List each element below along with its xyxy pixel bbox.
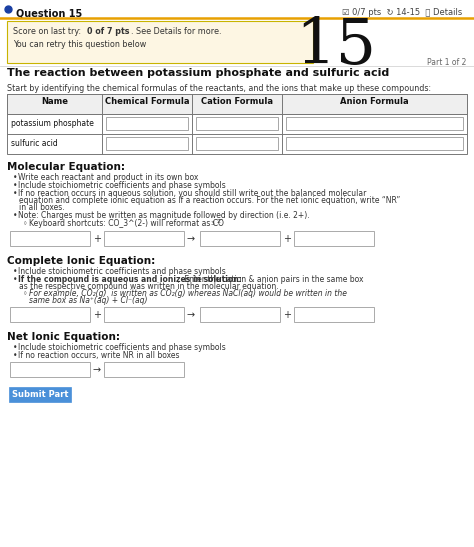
FancyBboxPatch shape: [286, 117, 463, 130]
Text: Chemical Formula: Chemical Formula: [105, 97, 189, 106]
Text: The reaction between potassium phosphate and sulfuric acid: The reaction between potassium phosphate…: [7, 68, 389, 78]
FancyBboxPatch shape: [106, 137, 188, 150]
Text: •: •: [13, 267, 18, 276]
Text: •: •: [13, 351, 18, 360]
Text: ☑ 0/7 pts  ↻ 14-15  ⓘ Details: ☑ 0/7 pts ↻ 14-15 ⓘ Details: [342, 8, 462, 17]
Text: Keyboard shortcuts: CO_3^(2-) will reformat as CO: Keyboard shortcuts: CO_3^(2-) will refor…: [29, 219, 224, 228]
Text: •: •: [13, 211, 18, 220]
Text: Start by identifying the chemical formulas of the reactants, and the ions that m: Start by identifying the chemical formul…: [7, 84, 431, 93]
Text: as the respective compound was written in the molecular equation.: as the respective compound was written i…: [19, 282, 279, 291]
FancyBboxPatch shape: [104, 231, 184, 246]
Text: potassium phosphate: potassium phosphate: [11, 119, 94, 129]
FancyBboxPatch shape: [294, 307, 374, 322]
Text: in all boxes.: in all boxes.: [19, 203, 64, 212]
FancyBboxPatch shape: [10, 362, 90, 377]
Text: . See Details for more.: . See Details for more.: [131, 27, 221, 36]
Text: •: •: [13, 181, 18, 190]
Text: Complete Ionic Equation:: Complete Ionic Equation:: [7, 256, 155, 266]
Text: +: +: [93, 311, 101, 321]
Text: •: •: [13, 275, 18, 284]
Text: 15: 15: [295, 16, 376, 77]
Text: Note: Charges must be written as magnitude followed by direction (i.e. 2+).: Note: Charges must be written as magnitu…: [18, 211, 310, 220]
FancyBboxPatch shape: [9, 387, 71, 402]
Text: For example, CO₂(g)  is written as CO₂(g) whereas NaCl(aq) would be written in t: For example, CO₂(g) is written as CO₂(g)…: [29, 289, 347, 298]
FancyBboxPatch shape: [286, 137, 463, 150]
Text: →: →: [187, 311, 195, 321]
Text: ◦: ◦: [23, 219, 27, 228]
FancyBboxPatch shape: [7, 94, 467, 154]
Text: +: +: [283, 235, 291, 245]
Text: •: •: [13, 343, 18, 352]
Text: equation and complete ionic equation as if a reaction occurs. For the net ionic : equation and complete ionic equation as …: [19, 196, 400, 205]
Text: Part 1 of 2: Part 1 of 2: [427, 58, 466, 67]
Text: You can retry this question below: You can retry this question below: [13, 40, 146, 49]
Text: same box as Na⁺(aq) + Cl⁻(aq): same box as Na⁺(aq) + Cl⁻(aq): [29, 296, 147, 305]
Text: →: →: [93, 365, 101, 375]
FancyBboxPatch shape: [10, 231, 90, 246]
Text: Cation Formula: Cation Formula: [201, 97, 273, 106]
Text: +: +: [93, 235, 101, 245]
Text: →: →: [187, 235, 195, 245]
Text: •: •: [13, 189, 18, 198]
Text: Net Ionic Equation:: Net Ionic Equation:: [7, 332, 120, 342]
FancyBboxPatch shape: [7, 21, 313, 63]
Text: Anion Formula: Anion Formula: [340, 97, 409, 106]
FancyBboxPatch shape: [196, 137, 278, 150]
FancyBboxPatch shape: [104, 307, 184, 322]
FancyBboxPatch shape: [10, 307, 90, 322]
Text: If the compound is aqueous and ionizes in solution:: If the compound is aqueous and ionizes i…: [18, 275, 242, 284]
Text: Question 15: Question 15: [16, 8, 82, 18]
Text: +: +: [283, 311, 291, 321]
Text: Include stoichiometric coefficients and phase symbols: Include stoichiometric coefficients and …: [18, 267, 226, 276]
Text: 3: 3: [211, 221, 215, 226]
Text: 2⁻: 2⁻: [217, 219, 224, 224]
Text: Include stoichiometric coefficients and phase symbols: Include stoichiometric coefficients and …: [18, 343, 226, 352]
FancyBboxPatch shape: [294, 231, 374, 246]
Text: If no reaction occurs in aqueous solution, you should still write out the balanc: If no reaction occurs in aqueous solutio…: [18, 189, 366, 198]
FancyBboxPatch shape: [196, 117, 278, 130]
Text: 0 of 7 pts: 0 of 7 pts: [87, 27, 129, 36]
Text: •: •: [13, 173, 18, 182]
Text: Enter the cation & anion pairs in the same box: Enter the cation & anion pairs in the sa…: [182, 275, 364, 284]
Text: Submit Part: Submit Part: [12, 390, 68, 399]
Text: Name: Name: [41, 97, 68, 106]
Text: Score on last try:: Score on last try:: [13, 27, 83, 36]
Text: Write each reactant and product in its own box: Write each reactant and product in its o…: [18, 173, 199, 182]
FancyBboxPatch shape: [7, 94, 467, 114]
Text: Molecular Equation:: Molecular Equation:: [7, 162, 125, 172]
FancyBboxPatch shape: [200, 231, 280, 246]
Text: Include stoichiometric coefficients and phase symbols: Include stoichiometric coefficients and …: [18, 181, 226, 190]
Text: If no reaction occurs, write NR in all boxes: If no reaction occurs, write NR in all b…: [18, 351, 180, 360]
FancyBboxPatch shape: [106, 117, 188, 130]
FancyBboxPatch shape: [200, 307, 280, 322]
Text: sulfuric acid: sulfuric acid: [11, 139, 58, 148]
FancyBboxPatch shape: [104, 362, 184, 377]
Text: ◦: ◦: [23, 289, 27, 298]
